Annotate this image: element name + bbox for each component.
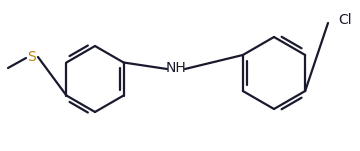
Text: Cl: Cl [338,13,352,27]
Text: NH: NH [166,61,186,75]
Text: S: S [28,50,36,64]
